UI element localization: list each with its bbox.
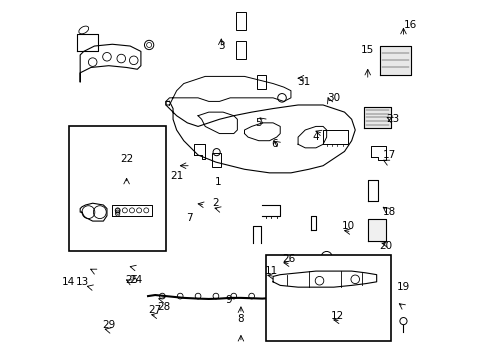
Text: 4: 4 [312, 132, 319, 142]
Text: 8: 8 [237, 314, 244, 324]
Text: 1: 1 [214, 177, 221, 187]
Text: 16: 16 [403, 19, 416, 30]
Text: 24: 24 [129, 275, 142, 285]
Text: 3: 3 [218, 41, 224, 51]
Bar [235, 41, 246, 59]
Text: 11: 11 [264, 266, 277, 276]
Text: 9: 9 [225, 295, 232, 305]
Text: 18: 18 [382, 207, 395, 217]
Text: 15: 15 [360, 45, 374, 55]
Bar [265, 255, 390, 341]
Text: 5: 5 [255, 118, 262, 128]
Bar [69, 126, 165, 251]
Text: 21: 21 [170, 171, 183, 181]
Text: 23: 23 [386, 114, 399, 124]
Text: 25: 25 [125, 275, 138, 285]
Text: 22: 22 [120, 154, 133, 163]
Text: 6: 6 [271, 139, 278, 149]
Text: 10: 10 [341, 221, 354, 231]
Text: 12: 12 [330, 311, 343, 321]
Text: 13: 13 [75, 277, 88, 287]
Polygon shape [364, 107, 390, 128]
Bar [257, 75, 265, 89]
Text: 31: 31 [296, 77, 309, 87]
Text: 17: 17 [382, 150, 395, 160]
Text: 20: 20 [378, 241, 391, 251]
Text: 29: 29 [102, 320, 115, 330]
Text: 7: 7 [185, 212, 192, 222]
Text: 14: 14 [62, 277, 75, 287]
Text: 2: 2 [211, 198, 218, 208]
Bar [235, 12, 246, 30]
Text: 26: 26 [281, 253, 294, 264]
Text: 19: 19 [396, 282, 409, 292]
Polygon shape [367, 219, 385, 241]
Text: 30: 30 [326, 93, 340, 103]
Polygon shape [380, 46, 410, 75]
Text: 27: 27 [148, 305, 162, 315]
Bar [211, 153, 220, 167]
Text: 28: 28 [157, 302, 170, 312]
